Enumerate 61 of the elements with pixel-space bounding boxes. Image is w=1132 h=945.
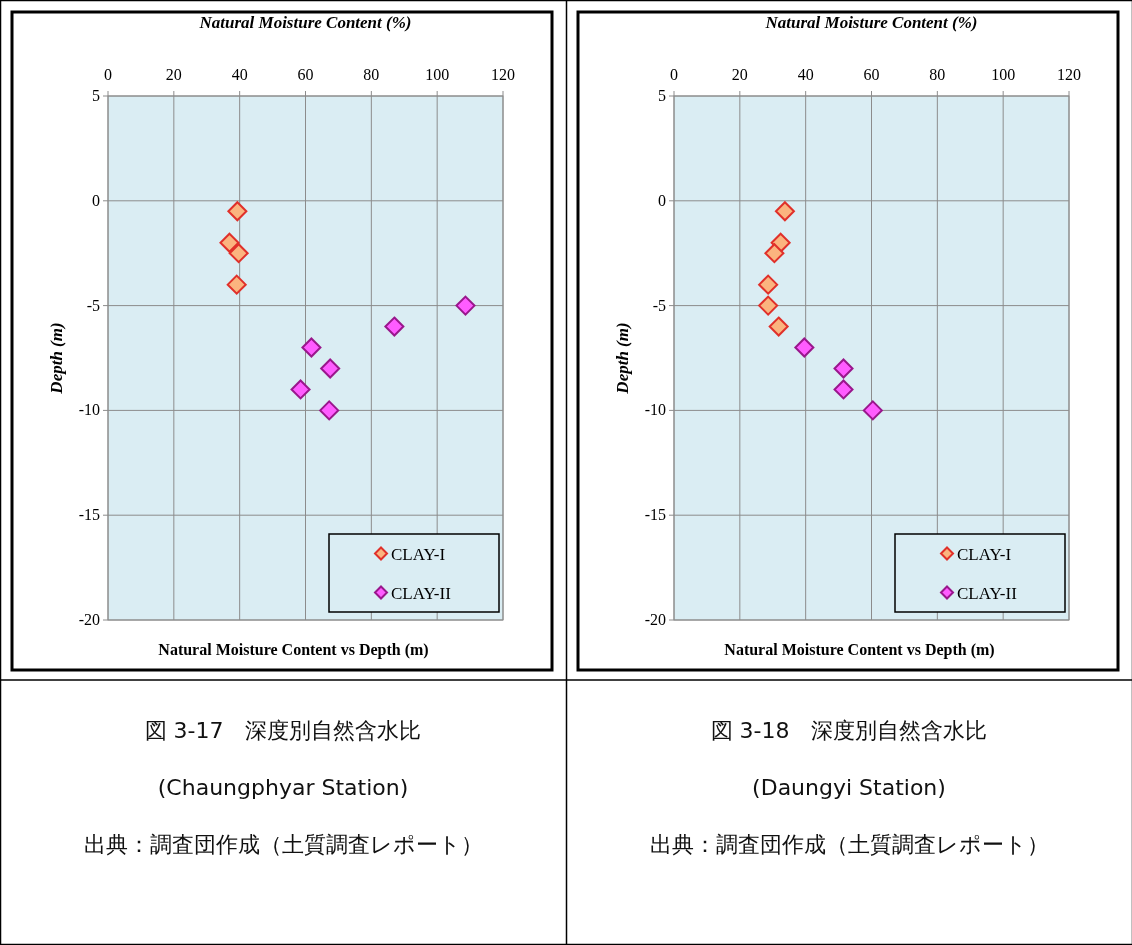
y-tick-label: -5 [652, 296, 666, 314]
point [455, 295, 476, 316]
y-tick-label: 5 [92, 87, 100, 104]
y-axis-title: Depth (m) [613, 322, 632, 395]
point [833, 358, 854, 379]
point [227, 201, 248, 222]
point [862, 400, 883, 421]
text: (Daungyi Station) [752, 775, 946, 800]
y-tick-label: -10 [78, 401, 100, 419]
text: Natural Moisture Content vs Depth (m) [158, 641, 429, 659]
x-tick-label: 100 [425, 66, 450, 83]
legend-label: CLAY-II [391, 583, 452, 603]
point [228, 243, 249, 264]
x-tick-label: 60 [863, 66, 880, 83]
source-note: 出典：調査団作成（土質調査レポート） [649, 832, 1049, 857]
x-tick-label: 120 [1057, 66, 1081, 83]
legend-label: CLAY-I [957, 544, 1012, 564]
x-tick-label: 60 [297, 66, 314, 83]
y-tick-label: -20 [644, 611, 666, 628]
point [768, 316, 789, 337]
x-tick-label: 20 [165, 66, 182, 83]
x-tick-label: 40 [797, 66, 814, 83]
x-axis-title: Natural Moisture Content (%) [764, 13, 978, 32]
x-tick-label: 80 [929, 66, 946, 83]
caption: 図 3-18 深度別自然含水比 [710, 718, 988, 743]
point [320, 358, 341, 379]
y-tick-label: -15 [78, 506, 100, 524]
y-tick-label: -20 [78, 611, 100, 628]
point [319, 400, 340, 421]
y-tick-label: -10 [644, 401, 666, 419]
x-axis-title: Natural Moisture Content (%) [198, 13, 412, 32]
point [290, 379, 311, 400]
y-tick-label: 0 [92, 191, 100, 209]
y-tick-label: 5 [658, 87, 666, 104]
point [226, 274, 247, 295]
point [758, 295, 779, 316]
x-tick-label: 40 [231, 66, 248, 83]
text: Natural Moisture Content vs Depth (m) [724, 641, 995, 659]
point [794, 337, 815, 358]
point [764, 243, 785, 264]
legend-label: CLAY-I [391, 544, 446, 564]
point [758, 274, 779, 295]
y-tick-label: -5 [86, 296, 100, 314]
x-tick-label: 80 [363, 66, 380, 83]
y-axis-title: Depth (m) [47, 322, 66, 395]
legend-label: CLAY-II [957, 583, 1018, 603]
point [774, 201, 795, 222]
point [219, 232, 240, 253]
point [384, 316, 405, 337]
y-tick-label: 0 [658, 191, 666, 209]
point [301, 337, 322, 358]
x-tick-label: 20 [731, 66, 748, 83]
point [833, 379, 854, 400]
x-tick-label: 0 [670, 66, 678, 83]
caption: 図 3-17 深度別自然含水比 [144, 718, 422, 743]
x-tick-label: 100 [991, 66, 1016, 83]
x-tick-label: 120 [491, 66, 515, 83]
y-tick-label: -15 [644, 506, 666, 524]
x-tick-label: 0 [104, 66, 112, 83]
source-note: 出典：調査団作成（土質調査レポート） [83, 832, 483, 857]
text: (Chaungphyar Station) [157, 775, 409, 800]
